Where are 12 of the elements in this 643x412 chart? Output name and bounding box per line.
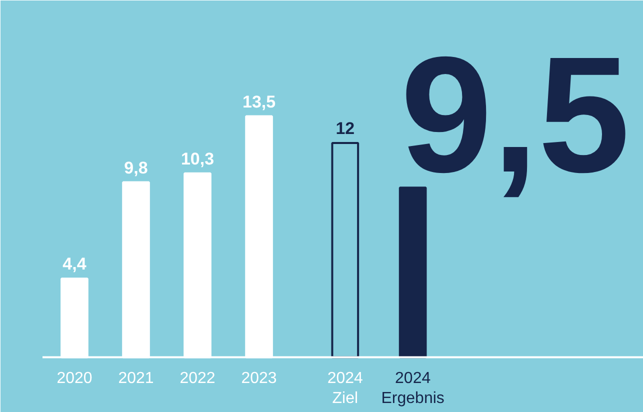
data-label: 13,5	[242, 92, 276, 112]
x-tick-label: 2021	[118, 370, 154, 387]
x-tick-label: 2024 Ziel	[327, 370, 364, 407]
data-label: 9,5	[400, 22, 630, 207]
data-label: 9,8	[124, 158, 148, 178]
x-tick-label: 2022	[180, 370, 216, 387]
x-tick-label: 2023	[241, 370, 277, 387]
data-label: 10,3	[180, 149, 214, 168]
x-tick-label: 2024 Ergebnis	[381, 370, 444, 407]
x-tick-label: 2020	[56, 370, 92, 387]
data-label: 4,4	[62, 254, 87, 274]
data-label: 12	[336, 119, 355, 138]
